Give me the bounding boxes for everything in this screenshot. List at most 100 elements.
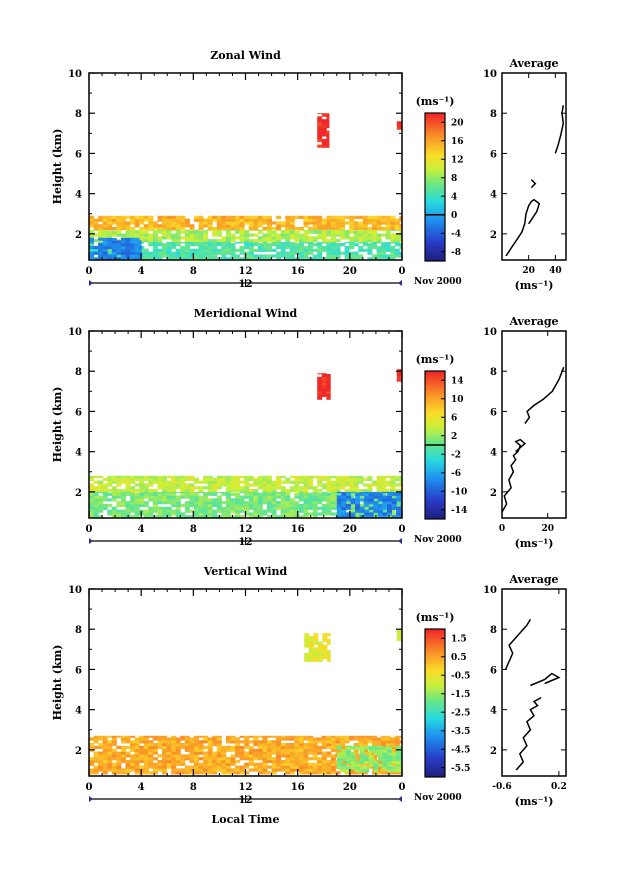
heatmap-cell [257,248,263,252]
heatmap-cell [299,236,304,240]
heatmap-cell [225,475,231,479]
heatmap-cell [321,122,327,126]
heatmap-cell [344,737,350,741]
heatmap-cell [317,492,323,496]
heatmap-cell [285,233,291,237]
heatmap-cell [116,245,122,250]
heatmap-cell [189,489,195,493]
heatmap-cell [121,503,126,508]
heatmap-cell [143,483,149,487]
heatmap-cell [212,215,218,219]
heatmap-cell [107,498,113,502]
heatmap-cell [336,745,342,747]
heatmap-cell [335,257,341,261]
heatmap-cell [221,768,227,772]
heatmap-cell [326,122,330,126]
heatmap-cell [175,509,181,513]
colorbar-swatch [425,437,445,441]
heatmap-cell [385,245,391,250]
heatmap-cell [308,230,314,234]
heatmap-cell [308,236,314,240]
heatmap-cell [207,227,213,231]
heatmap-cell [304,638,310,643]
heatmap-cell [382,752,388,756]
heatmap-cell [330,254,336,258]
heatmap-cell [303,757,309,761]
heatmap-cell [349,236,355,240]
heatmap-cell [221,759,227,764]
heatmap-cell [285,501,291,505]
heatmap-cell [257,771,263,775]
heatmap-cell [216,748,222,752]
heatmap-cell [399,227,403,231]
heatmap-cell [157,768,163,772]
heatmap-cell [152,735,158,738]
heatmap-cell [364,766,370,770]
heatmap-cell [89,762,94,766]
heatmap-cell [390,745,396,749]
heatmap-cell [385,483,391,487]
heatmap-cell [335,254,341,258]
heatmap-cell [198,257,204,261]
heatmap-cell [317,650,323,654]
heatmap-cell [341,757,347,762]
heatmap-cell [171,241,177,244]
heatmap-cell [130,509,136,513]
heatmap-cell [381,215,387,219]
heatmap-cell [198,757,204,761]
heatmap-cell [344,254,350,258]
heatmap-cell [382,760,388,764]
colorbar-swatch [425,117,445,121]
heatmap-cell [111,735,117,738]
heatmap-cell [221,748,227,752]
heatmap-cell [394,218,400,222]
heatmap-cell [152,477,158,481]
heatmap-cell [166,757,172,761]
colorbar-swatch [425,504,445,508]
heatmap-cell [162,251,167,255]
heatmap-cell [152,480,158,484]
heatmap-cell [294,233,300,237]
heatmap-cell [372,754,377,758]
heatmap-cell [175,215,181,219]
heatmap-cell [308,743,314,747]
heatmap-cell [125,765,131,769]
heatmap-cell [171,765,177,769]
heatmap-cell [189,233,195,237]
heatmap-cell [221,506,227,510]
heatmap-cell [130,233,136,237]
colorbar-swatch [425,154,445,158]
heatmap-cell [143,489,149,493]
heatmap-cell [239,251,245,255]
heatmap-cell [148,757,154,761]
heatmap-cell [285,748,291,752]
heatmap-cell [148,243,154,247]
heatmap-cell [248,477,254,481]
heatmap-cell [194,239,199,243]
heatmap-cell [102,245,108,250]
heatmap-cell [235,495,241,499]
heatmap-cell [93,751,99,755]
colorbar-swatch [425,646,445,650]
heatmap-cell [125,512,131,516]
heatmap-cell [93,491,99,494]
heatmap-cell [116,515,122,519]
heatmap-cell [267,239,272,243]
heatmap-cell [359,491,365,494]
heatmap-cell [194,771,199,775]
heatmap-cell [262,765,268,769]
heatmap-cell [162,227,167,231]
y-axis-label: Height (km) [51,129,64,205]
heatmap-cell [225,748,231,752]
heatmap-cell [321,477,327,481]
heatmap-cell [139,475,145,479]
heatmap-cell [345,749,351,753]
heatmap-cell [111,743,117,747]
heatmap-cell [285,762,291,766]
profile-line [554,105,565,154]
heatmap-cell [212,218,218,222]
heatmap-cell [327,633,331,637]
heatmap-cell [102,751,108,755]
heatmap-cell [358,740,364,744]
heatmap-cell [350,766,356,770]
